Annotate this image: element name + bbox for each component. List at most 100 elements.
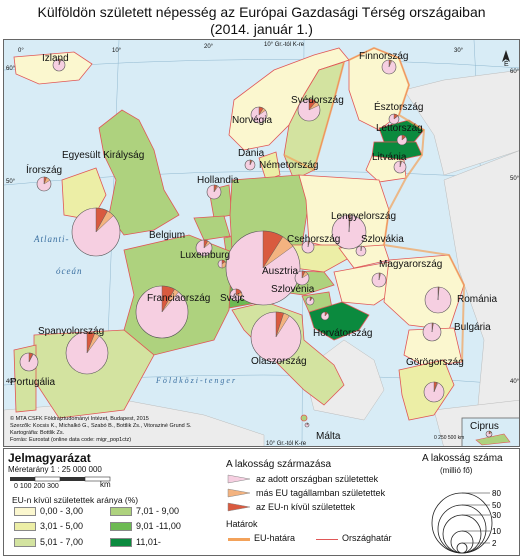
pie-chart <box>304 422 310 428</box>
pie-chart <box>371 272 387 288</box>
lat-label: 40° <box>6 379 16 385</box>
pie-chart <box>250 311 302 363</box>
legend-km: km <box>100 480 111 489</box>
map-title: Külföldön született népesség az Európai … <box>37 4 486 20</box>
pie-chart <box>423 381 445 403</box>
pie-chart <box>320 311 330 321</box>
europe-map: Izland Norvégia Svédország Finnország És… <box>4 40 520 447</box>
origin-swatches <box>227 474 251 512</box>
pie-eu-slice <box>301 271 309 279</box>
lon-label: 20° <box>204 44 214 50</box>
eu-border <box>283 46 466 363</box>
class-label-3: 7,01 - 9,00 <box>136 506 180 516</box>
pie-chart <box>396 134 408 146</box>
country-label: Portugália <box>10 377 55 388</box>
label-layer: Izland Norvégia Svédország Finnország És… <box>10 51 499 442</box>
country-label: Svédország <box>291 95 344 106</box>
legend-origin-title: A lakosság származása <box>226 459 332 470</box>
country-label: Ciprus <box>470 421 499 432</box>
lon-label: 0° <box>18 48 24 54</box>
pie-chart <box>355 245 367 257</box>
pie-chart <box>19 352 39 372</box>
pie-eu-slice <box>308 101 320 111</box>
pie-eu-slice <box>221 261 227 269</box>
country-label: Málta <box>316 431 341 442</box>
country-label: Magyarország <box>379 259 442 270</box>
country-label: Németország <box>259 160 318 171</box>
pie-eu-slice <box>388 59 393 68</box>
pie-chart <box>250 106 268 124</box>
pie-chart <box>485 430 493 438</box>
country-label: Szlovákia <box>361 234 404 245</box>
pie-chart <box>65 331 109 375</box>
pop-circle-30 <box>442 514 482 554</box>
shape-irorszag <box>61 167 107 221</box>
legend-pop-title: A lakosság száma <box>422 453 503 464</box>
north-arrow-label: É <box>504 59 509 68</box>
pie-chart <box>206 184 222 200</box>
shape-belgium <box>193 215 231 241</box>
meridian-label-bottom: 10° Gr.-tól K-re <box>266 441 307 447</box>
origin-label-1: más EU tagállamban születettek <box>256 488 386 498</box>
map-subtitle: (2014. január 1.) <box>210 21 313 37</box>
credit-line: Szerzők: Kocsis K., Michalkó G., Szabó B… <box>10 423 192 429</box>
pie-eu-slice <box>161 288 179 313</box>
country-label: Horvátország <box>313 328 372 339</box>
country-label: Egyesült Királyság <box>62 150 144 161</box>
pie-eu-slice <box>307 240 310 248</box>
shape-izland <box>13 51 93 85</box>
pop-value: 30 <box>492 511 501 520</box>
shape-esztorszag <box>378 119 425 143</box>
pie-eu-slice <box>378 272 381 281</box>
country-label: Bulgária <box>454 322 491 333</box>
country-label: Luxemburg <box>180 250 230 261</box>
pie-eu-slice <box>43 177 51 185</box>
pie-chart <box>294 270 310 286</box>
border-country-label: Országhatár <box>342 533 392 543</box>
country-label: Észtország <box>374 100 423 113</box>
pie-chart <box>393 160 407 174</box>
country-label: Svájc <box>220 293 244 304</box>
pie-eu-slice <box>28 353 34 363</box>
country-label: Szlovénia <box>271 284 315 295</box>
pie-chart <box>135 285 189 339</box>
class-swatch-5 <box>110 538 132 547</box>
origin-label-2: az EU-n kívül születettek <box>256 502 356 512</box>
pie-chart <box>195 239 213 257</box>
pie-eu-slice <box>235 292 243 298</box>
pie-eu-slice <box>393 115 399 120</box>
pop-value: 10 <box>492 527 501 536</box>
meridian-label-top: 10° Gr.-tól K-re <box>264 42 305 48</box>
pie-chart <box>225 230 301 306</box>
pop-circles: 80 50 30 10 2 <box>431 489 501 554</box>
pie-chart <box>229 288 243 302</box>
pie-chart <box>36 176 52 192</box>
pie-eu-slice <box>213 185 219 193</box>
pie-chart <box>331 214 367 250</box>
country-label: Belgium <box>149 230 185 241</box>
shape-egyesult-kiralysag <box>98 109 180 236</box>
pie-eu-slice <box>258 107 266 116</box>
country-border-swatch <box>316 539 338 540</box>
country-label: Írország <box>26 163 62 176</box>
country-label: Norvégia <box>232 115 272 126</box>
origin-swatch-eu <box>227 488 251 498</box>
credit-line: Forrás: Eurostat (online data code: migr… <box>10 437 131 443</box>
origin-swatch-native <box>227 474 251 484</box>
lat-label: 60° <box>510 69 520 75</box>
legend-scale: Méretarány 1 : 25 000 000 <box>8 465 102 474</box>
pie-chart <box>71 207 121 257</box>
credit-line: © MTA CSFK Földrajztudományi Intézet, Bu… <box>10 415 149 422</box>
country-label: Litvánia <box>372 152 407 163</box>
pie-eu-slice <box>433 382 439 393</box>
pop-circle-10 <box>450 530 474 554</box>
legend-borders-title: Határok <box>226 519 258 529</box>
pie-eu-slice <box>249 159 253 166</box>
country-label: Olaszország <box>251 356 307 367</box>
pie-eu-slice <box>431 322 434 333</box>
country-label: Dánia <box>238 148 265 159</box>
pie-chart <box>52 58 66 72</box>
origin-label-0: az adott országban születettek <box>256 474 379 484</box>
pie-chart <box>424 286 452 314</box>
